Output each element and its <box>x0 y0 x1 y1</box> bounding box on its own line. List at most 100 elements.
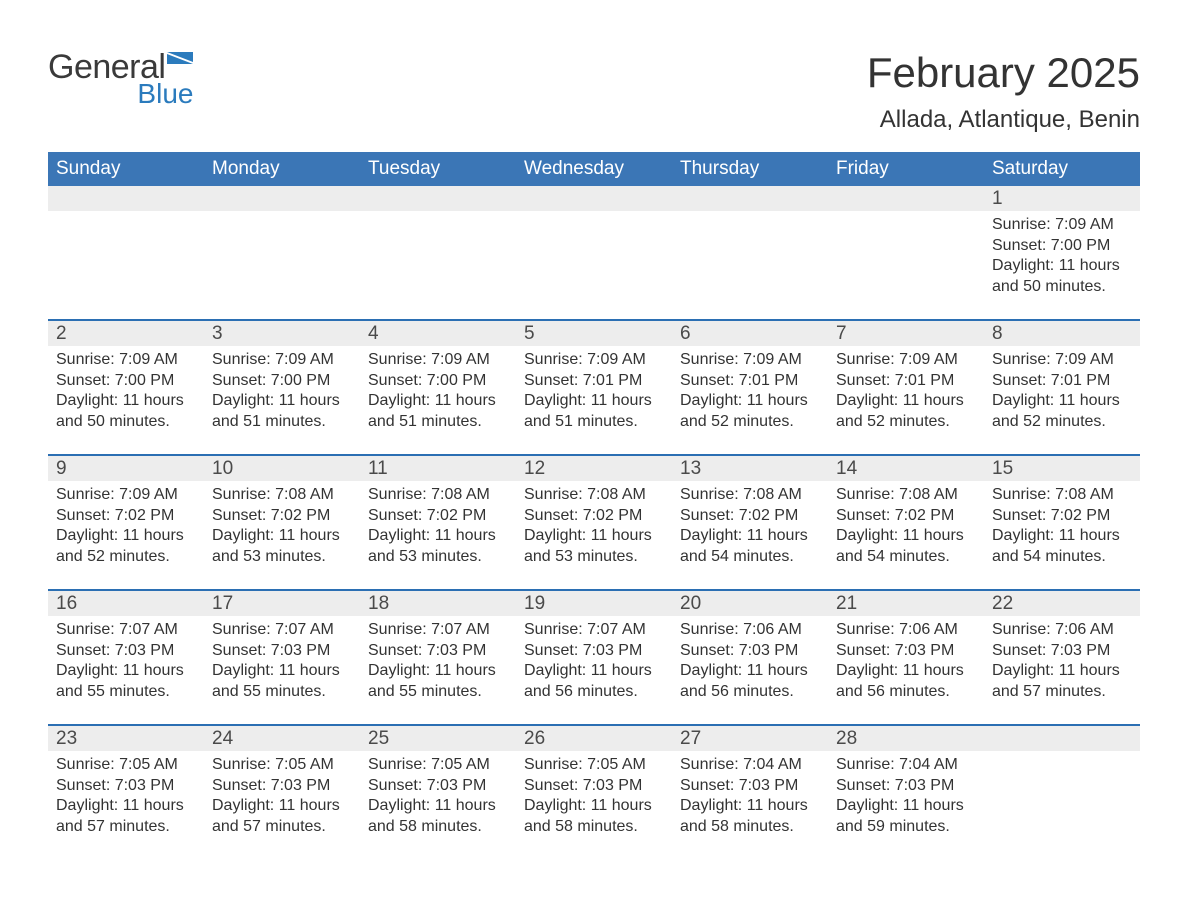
day-cell: Sunrise: 7:09 AMSunset: 7:00 PMDaylight:… <box>984 211 1140 319</box>
weekday-header: Tuesday <box>360 152 516 186</box>
day-cell: Sunrise: 7:08 AMSunset: 7:02 PMDaylight:… <box>828 481 984 589</box>
weekday-header: Saturday <box>984 152 1140 186</box>
day-cell <box>672 211 828 319</box>
daylight-text: Daylight: 11 hours and 54 minutes. <box>992 526 1132 567</box>
sunrise-text: Sunrise: 7:09 AM <box>836 350 976 370</box>
daylight-text: Daylight: 11 hours and 59 minutes. <box>836 796 976 837</box>
calendar-week: 16171819202122Sunrise: 7:07 AMSunset: 7:… <box>48 589 1140 724</box>
daylight-text: Daylight: 11 hours and 56 minutes. <box>524 661 664 702</box>
calendar-week: 1Sunrise: 7:09 AMSunset: 7:00 PMDaylight… <box>48 186 1140 319</box>
sunrise-text: Sunrise: 7:09 AM <box>212 350 352 370</box>
title-block: February 2025 Allada, Atlantique, Benin <box>867 50 1140 134</box>
sunset-text: Sunset: 7:02 PM <box>368 506 508 526</box>
sunrise-text: Sunrise: 7:09 AM <box>680 350 820 370</box>
day-number-row: 9101112131415 <box>48 456 1140 481</box>
sunset-text: Sunset: 7:02 PM <box>56 506 196 526</box>
day-number: 28 <box>828 726 984 751</box>
daylight-text: Daylight: 11 hours and 58 minutes. <box>368 796 508 837</box>
sunset-text: Sunset: 7:00 PM <box>212 371 352 391</box>
sunrise-text: Sunrise: 7:08 AM <box>680 485 820 505</box>
daylight-text: Daylight: 11 hours and 57 minutes. <box>212 796 352 837</box>
day-cell: Sunrise: 7:07 AMSunset: 7:03 PMDaylight:… <box>204 616 360 724</box>
day-number: 3 <box>204 321 360 346</box>
day-cell: Sunrise: 7:06 AMSunset: 7:03 PMDaylight:… <box>672 616 828 724</box>
daylight-text: Daylight: 11 hours and 57 minutes. <box>56 796 196 837</box>
daylight-text: Daylight: 11 hours and 58 minutes. <box>680 796 820 837</box>
day-number: 4 <box>360 321 516 346</box>
sunset-text: Sunset: 7:03 PM <box>56 776 196 796</box>
sunrise-text: Sunrise: 7:06 AM <box>836 620 976 640</box>
day-number: 23 <box>48 726 204 751</box>
sunset-text: Sunset: 7:03 PM <box>836 776 976 796</box>
daylight-text: Daylight: 11 hours and 52 minutes. <box>56 526 196 567</box>
calendar-table: SundayMondayTuesdayWednesdayThursdayFrid… <box>48 152 1140 859</box>
page-title: February 2025 <box>867 50 1140 96</box>
sunset-text: Sunset: 7:02 PM <box>992 506 1132 526</box>
sunrise-text: Sunrise: 7:07 AM <box>56 620 196 640</box>
weekday-header: Friday <box>828 152 984 186</box>
day-number: 5 <box>516 321 672 346</box>
sunset-text: Sunset: 7:01 PM <box>836 371 976 391</box>
sunset-text: Sunset: 7:03 PM <box>680 776 820 796</box>
sunrise-text: Sunrise: 7:05 AM <box>212 755 352 775</box>
daylight-text: Daylight: 11 hours and 54 minutes. <box>836 526 976 567</box>
sunrise-text: Sunrise: 7:08 AM <box>992 485 1132 505</box>
sunset-text: Sunset: 7:03 PM <box>524 641 664 661</box>
daylight-text: Daylight: 11 hours and 52 minutes. <box>992 391 1132 432</box>
daylight-text: Daylight: 11 hours and 51 minutes. <box>524 391 664 432</box>
daylight-text: Daylight: 11 hours and 50 minutes. <box>992 256 1132 297</box>
daylight-text: Daylight: 11 hours and 50 minutes. <box>56 391 196 432</box>
page-header: General Blue February 2025 Allada, Atlan… <box>48 50 1140 134</box>
day-cell <box>204 211 360 319</box>
day-cell: Sunrise: 7:07 AMSunset: 7:03 PMDaylight:… <box>360 616 516 724</box>
day-number: 25 <box>360 726 516 751</box>
sunset-text: Sunset: 7:03 PM <box>524 776 664 796</box>
day-cell <box>516 211 672 319</box>
day-cell: Sunrise: 7:09 AMSunset: 7:00 PMDaylight:… <box>48 346 204 454</box>
day-cell <box>984 751 1140 859</box>
day-number: 24 <box>204 726 360 751</box>
sunset-text: Sunset: 7:03 PM <box>368 776 508 796</box>
sunrise-text: Sunrise: 7:09 AM <box>56 350 196 370</box>
day-cell: Sunrise: 7:08 AMSunset: 7:02 PMDaylight:… <box>516 481 672 589</box>
day-cell: Sunrise: 7:09 AMSunset: 7:00 PMDaylight:… <box>360 346 516 454</box>
day-number: 8 <box>984 321 1140 346</box>
daylight-text: Daylight: 11 hours and 52 minutes. <box>836 391 976 432</box>
sunset-text: Sunset: 7:03 PM <box>992 641 1132 661</box>
daylight-text: Daylight: 11 hours and 58 minutes. <box>524 796 664 837</box>
sunrise-text: Sunrise: 7:08 AM <box>836 485 976 505</box>
sunset-text: Sunset: 7:02 PM <box>524 506 664 526</box>
daylight-text: Daylight: 11 hours and 55 minutes. <box>368 661 508 702</box>
day-number <box>828 186 984 211</box>
sunrise-text: Sunrise: 7:07 AM <box>524 620 664 640</box>
day-cell: Sunrise: 7:06 AMSunset: 7:03 PMDaylight:… <box>828 616 984 724</box>
calendar-body: 1Sunrise: 7:09 AMSunset: 7:00 PMDaylight… <box>48 186 1140 859</box>
sunrise-text: Sunrise: 7:05 AM <box>524 755 664 775</box>
day-number: 2 <box>48 321 204 346</box>
day-cell <box>48 211 204 319</box>
sunrise-text: Sunrise: 7:06 AM <box>680 620 820 640</box>
calendar-header-row: SundayMondayTuesdayWednesdayThursdayFrid… <box>48 152 1140 186</box>
day-number-row: 1 <box>48 186 1140 211</box>
sunset-text: Sunset: 7:03 PM <box>56 641 196 661</box>
daylight-text: Daylight: 11 hours and 51 minutes. <box>212 391 352 432</box>
day-cell: Sunrise: 7:04 AMSunset: 7:03 PMDaylight:… <box>672 751 828 859</box>
sunset-text: Sunset: 7:02 PM <box>836 506 976 526</box>
day-number: 10 <box>204 456 360 481</box>
sunrise-text: Sunrise: 7:08 AM <box>212 485 352 505</box>
daylight-text: Daylight: 11 hours and 53 minutes. <box>524 526 664 567</box>
day-data-row: Sunrise: 7:09 AMSunset: 7:00 PMDaylight:… <box>48 346 1140 454</box>
day-cell: Sunrise: 7:09 AMSunset: 7:01 PMDaylight:… <box>516 346 672 454</box>
daylight-text: Daylight: 11 hours and 51 minutes. <box>368 391 508 432</box>
day-number: 15 <box>984 456 1140 481</box>
day-cell: Sunrise: 7:04 AMSunset: 7:03 PMDaylight:… <box>828 751 984 859</box>
day-data-row: Sunrise: 7:09 AMSunset: 7:00 PMDaylight:… <box>48 211 1140 319</box>
calendar-week: 232425262728Sunrise: 7:05 AMSunset: 7:03… <box>48 724 1140 859</box>
day-number: 16 <box>48 591 204 616</box>
sunrise-text: Sunrise: 7:08 AM <box>524 485 664 505</box>
daylight-text: Daylight: 11 hours and 56 minutes. <box>680 661 820 702</box>
day-number <box>672 186 828 211</box>
sunrise-text: Sunrise: 7:05 AM <box>368 755 508 775</box>
day-cell: Sunrise: 7:07 AMSunset: 7:03 PMDaylight:… <box>48 616 204 724</box>
sunset-text: Sunset: 7:01 PM <box>992 371 1132 391</box>
